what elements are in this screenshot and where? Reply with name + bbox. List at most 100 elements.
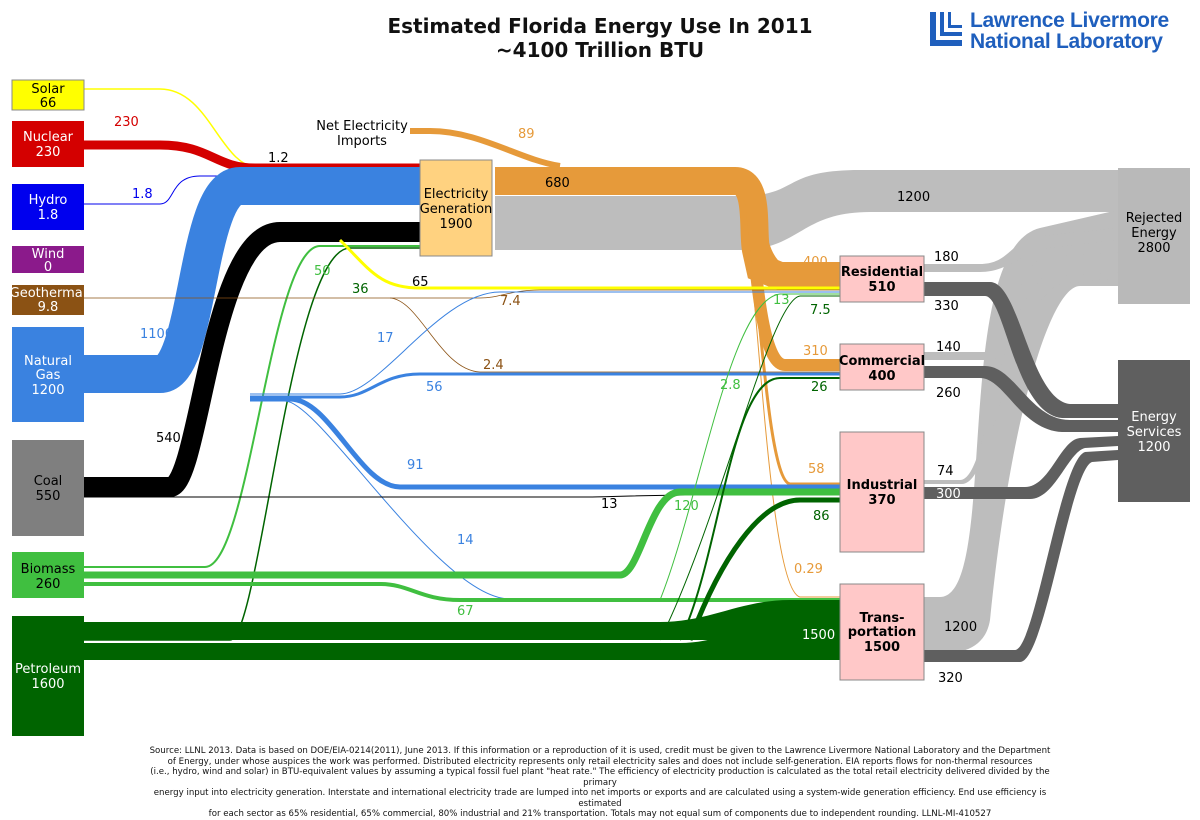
sector-industrial: Industrial 370 [840, 432, 924, 552]
label-biomass-trans: 67 [457, 604, 474, 619]
source-note-line-3: (i.e., hydro, wind and solar) in BTU-equ… [140, 767, 1060, 788]
source-natural-gas-name-2: Gas [36, 368, 61, 383]
source-biomass-value: 260 [36, 577, 61, 592]
label-elec-com: 310 [803, 344, 828, 359]
label-pet-trans: 1500 [802, 628, 835, 643]
source-note-line-2: of Energy, under whose auspices the work… [140, 757, 1060, 768]
commercial-value: 400 [868, 369, 895, 384]
rejected-line-2: Energy [1131, 226, 1177, 241]
source-hydro: Hydro 1.8 [12, 184, 84, 230]
label-gas-res: 17 [377, 331, 394, 346]
source-geothermal-value: 9.8 [38, 300, 59, 315]
elec-name-1: Electricity [424, 187, 489, 202]
source-petroleum: Petroleum 1600 [12, 616, 84, 736]
label-gas-elec: 1100 [140, 327, 173, 342]
source-natural-gas-value: 1200 [31, 383, 64, 398]
label-gas-trans: 14 [457, 533, 474, 548]
source-note-line-1: Source: LLNL 2013. Data is based on DOE/… [140, 746, 1060, 757]
label-hydro-elec: 1.8 [132, 187, 153, 202]
label-elec-ind: 58 [808, 462, 825, 477]
source-nuclear: Nuclear 230 [12, 121, 84, 167]
label-com-rej: 140 [936, 340, 961, 355]
label-elec-res: 400 [803, 255, 828, 270]
industrial-name: Industrial [847, 478, 918, 493]
source-nuclear-name: Nuclear [23, 130, 74, 145]
flow-gas-trans [250, 401, 840, 599]
label-solar-elec: 1.2 [268, 151, 289, 166]
label-petroleum-elec: 36 [352, 282, 369, 297]
source-wind-value: 0 [44, 260, 52, 275]
source-note-line-5: for each sector as 65% residential, 65% … [140, 809, 1060, 820]
source-natural-gas: Natural Gas 1200 [12, 327, 84, 422]
label-ind-rej: 74 [937, 464, 954, 479]
electricity-generation-box: Electricity Generation 1900 [420, 160, 493, 256]
source-coal-value: 550 [36, 489, 61, 504]
imports-label-2: Imports [337, 134, 387, 149]
label-elec-rejected: 1200 [897, 190, 930, 205]
source-natural-gas-name-1: Natural [24, 354, 72, 369]
rejected-line-1: Rejected [1126, 211, 1183, 226]
label-gas-com: 56 [426, 380, 443, 395]
label-com-serv: 260 [936, 386, 961, 401]
flow-bio-res [660, 294, 840, 600]
label-nuclear: 230 [114, 115, 139, 130]
flow-biomass-trans [84, 584, 840, 600]
label-pet-ind: 86 [813, 509, 830, 524]
source-solar-value: 66 [40, 96, 57, 111]
transportation-name-2: portation [848, 625, 917, 640]
services-value: 1200 [1137, 440, 1170, 455]
label-elec-total: 680 [545, 176, 570, 191]
transportation-value: 1500 [864, 640, 900, 655]
label-imports: 89 [518, 127, 535, 142]
sector-transportation: Trans- portation 1500 [840, 584, 924, 680]
output-boxes: Rejected Energy 2800 Energy Services 120… [1118, 168, 1190, 502]
source-geothermal-name: Geothermal [10, 286, 87, 301]
label-ind-serv: 300 [936, 487, 961, 502]
rejected-energy-box: Rejected Energy 2800 [1118, 168, 1190, 304]
source-biomass: Biomass 260 [12, 552, 84, 598]
residential-value: 510 [868, 280, 895, 295]
flow-biomass-elec [84, 246, 420, 567]
label-elec-trans: 0.29 [794, 562, 823, 577]
services-line-2: Services [1127, 425, 1182, 440]
commercial-name: Commercial [839, 354, 925, 369]
output-flows [495, 170, 1118, 662]
source-coal-name: Coal [34, 474, 63, 489]
label-biomass-ind: 120 [674, 499, 699, 514]
source-note-line-4: energy input into electricity generation… [140, 788, 1060, 809]
sector-residential: Residential 510 [840, 256, 924, 302]
label-trans-rej: 1200 [944, 620, 977, 635]
label-pet-com: 26 [811, 380, 828, 395]
label-bio-com: 2.8 [720, 378, 741, 393]
label-solar-res: 65 [412, 275, 429, 290]
sankey-diagram: Solar 66 Nuclear 230 Hydro 1.8 Wind 0 Ge… [0, 0, 1200, 800]
source-nuclear-value: 230 [36, 145, 61, 160]
label-gas-ind: 91 [407, 458, 424, 473]
source-solar: Solar 66 [12, 80, 84, 111]
source-solar-name: Solar [31, 82, 65, 97]
residential-name: Residential [841, 265, 923, 280]
label-trans-serv: 320 [938, 671, 963, 686]
label-res-rej: 180 [934, 250, 959, 265]
source-petroleum-name: Petroleum [15, 662, 81, 677]
source-wind: Wind 0 [12, 246, 84, 275]
sector-boxes: Residential 510 Commercial 400 Industria… [839, 256, 925, 680]
source-hydro-value: 1.8 [38, 208, 59, 223]
energy-services-box: Energy Services 1200 [1118, 360, 1190, 502]
label-geo-com: 2.4 [483, 358, 504, 373]
label-geo-res: 7.4 [500, 294, 521, 309]
source-coal: Coal 550 [12, 440, 84, 536]
label-coal-ind: 13 [601, 497, 618, 512]
label-biomass-elec: 50 [314, 264, 331, 279]
transportation-name-1: Trans- [859, 611, 904, 626]
imports-label-1: Net Electricity [316, 119, 408, 134]
industrial-value: 370 [868, 493, 895, 508]
flow-gas-ind [250, 399, 840, 487]
sector-commercial: Commercial 400 [839, 344, 925, 390]
source-boxes: Solar 66 Nuclear 230 Hydro 1.8 Wind 0 Ge… [10, 80, 87, 736]
flow-gas-res [250, 292, 840, 394]
label-pet-res: 7.5 [810, 303, 831, 318]
source-biomass-name: Biomass [21, 562, 76, 577]
source-petroleum-value: 1600 [31, 677, 64, 692]
source-hydro-name: Hydro [29, 193, 68, 208]
